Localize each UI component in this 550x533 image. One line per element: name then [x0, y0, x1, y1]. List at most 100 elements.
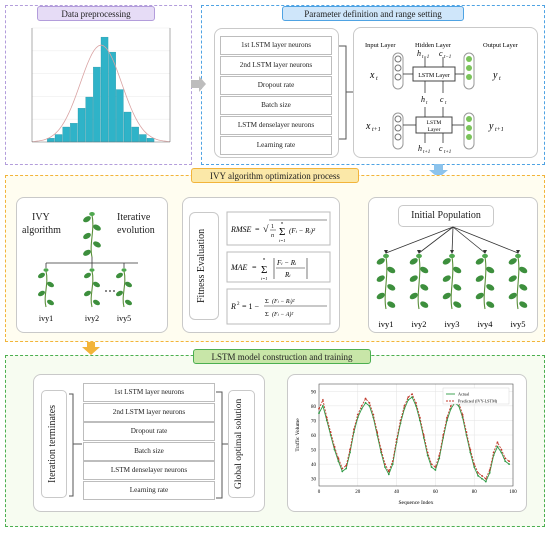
param-title: Parameter definition and range setting	[282, 6, 464, 21]
svg-text:t+1: t+1	[495, 127, 504, 133]
global-label: Global optimal solution	[234, 398, 244, 490]
series-point-1	[488, 469, 491, 471]
series-point-1	[391, 460, 394, 463]
svg-text:RMSE: RMSE	[230, 225, 252, 234]
chart-legend: Actual Predicted (IVY-LSTM)	[442, 387, 510, 405]
series-point-1	[508, 460, 511, 463]
series-point-1	[446, 416, 448, 419]
ivy-child-label: ivy2	[85, 314, 99, 323]
series-point-1	[395, 438, 398, 441]
population-ivy-icon	[508, 253, 528, 310]
series-point-0	[450, 407, 452, 410]
series-point-0	[484, 480, 487, 483]
population-ivy-icon	[442, 253, 462, 310]
series-point-1	[360, 404, 363, 407]
svg-text:Fi − Ri: Fi − Ri	[276, 259, 297, 267]
series-point-0	[391, 463, 394, 466]
svg-text:y: y	[492, 70, 498, 81]
svg-text:t−1: t−1	[444, 55, 451, 60]
series-point-0	[333, 448, 336, 451]
population-label: Initial Population	[411, 210, 481, 221]
svg-text:2: 2	[237, 302, 240, 307]
svg-text:h: h	[421, 95, 425, 104]
param-bottom-item-2: Dropout rate	[83, 422, 215, 441]
x-axis-label: Sequence Index	[399, 500, 434, 506]
series-point-0	[488, 471, 491, 474]
svg-text:Σ: Σ	[265, 311, 269, 318]
series-point-1	[368, 402, 371, 404]
svg-text:=: =	[252, 263, 257, 272]
svg-text:t: t	[499, 76, 501, 82]
series-point-0	[477, 474, 479, 477]
series-point-1	[465, 431, 468, 433]
svg-text:i=1: i=1	[261, 276, 268, 281]
ivy-label-c: Iterative	[117, 212, 151, 223]
series-point-1	[380, 448, 382, 451]
param-top-item-4: LSTM denselayer neurons	[220, 116, 332, 135]
svg-text:Σ: Σ	[265, 298, 269, 305]
series-point-0	[407, 399, 410, 401]
series-point-1	[345, 464, 348, 467]
lstm-title: LSTM model construction and training	[193, 349, 371, 364]
series-point-0	[438, 457, 441, 460]
svg-text:n: n	[281, 220, 284, 225]
series-point-1	[473, 463, 476, 466]
arrow-right-icon	[191, 76, 206, 92]
x-tick-label: 60	[433, 490, 439, 495]
svg-text:LSTM Layer: LSTM Layer	[418, 73, 450, 79]
ivy-label-a: IVY	[32, 212, 50, 223]
series-point-1	[356, 413, 359, 416]
lstm-net-box	[353, 27, 538, 158]
svg-text:Layer: Layer	[428, 127, 441, 133]
series-point-0	[341, 470, 344, 473]
svg-text:n: n	[263, 256, 266, 261]
population-member-label: ivy4	[477, 319, 493, 329]
series-point-0	[457, 404, 460, 407]
global-label-box	[228, 390, 255, 498]
series-point-0	[360, 407, 363, 410]
lstm-network-diagram: Input Layer Hidden Layer Output Layer LS…	[365, 42, 519, 155]
fitness-formulas: RMSE = √ 1 n Σ n i=1 (Fi − Ri)² MAE = Σ …	[226, 211, 331, 325]
y-tick-label: 90	[311, 390, 317, 395]
svg-text:c: c	[440, 95, 444, 104]
param-top-item-5: Learning rate	[220, 136, 332, 155]
x-tick-label: 80	[472, 490, 478, 495]
svg-text:c: c	[439, 49, 443, 58]
series-point-1	[387, 470, 390, 473]
legend-entry: Predicted (IVY-LSTM)	[458, 399, 498, 404]
svg-text:t: t	[426, 101, 428, 106]
svg-text:x: x	[369, 70, 375, 81]
population-member-label: ivy3	[444, 319, 459, 329]
series-point-1	[411, 393, 414, 396]
series-point-1	[504, 457, 507, 460]
series-point-0	[496, 445, 499, 448]
ivy-child-label: ivy5	[117, 314, 131, 323]
x-tick-label: 40	[394, 490, 400, 495]
series-point-0	[481, 477, 483, 480]
svg-text:h: h	[418, 144, 422, 153]
series-point-1	[399, 419, 402, 422]
series-point-1	[461, 413, 464, 416]
iteration-label-box	[41, 390, 67, 498]
ivy-label-b: algorithm	[22, 225, 61, 236]
arrow-down-yellow-icon	[82, 341, 100, 355]
output-layer-label: Output Layer	[483, 42, 519, 49]
population-ivy-icon	[376, 253, 396, 310]
series-point-1	[426, 451, 429, 454]
series-point-0	[411, 396, 414, 399]
series-point-1	[496, 441, 499, 444]
series-point-1	[477, 471, 479, 474]
svg-text:R: R	[230, 302, 236, 311]
histogram-chart	[31, 27, 171, 143]
y-tick-label: 40	[311, 463, 317, 468]
param-bottom-item-1: 2nd LSTM layer neurons	[83, 402, 215, 422]
y-tick-label: 30	[311, 478, 317, 483]
density-curve	[31, 44, 171, 142]
x-tick-label: 100	[509, 490, 517, 495]
series-point-1	[481, 474, 483, 477]
fitness-label-box	[189, 212, 219, 320]
population-member-label: ivy2	[411, 319, 426, 329]
param-bottom-item-0: 1st LSTM layer neurons	[83, 383, 215, 402]
series-point-1	[372, 413, 375, 416]
